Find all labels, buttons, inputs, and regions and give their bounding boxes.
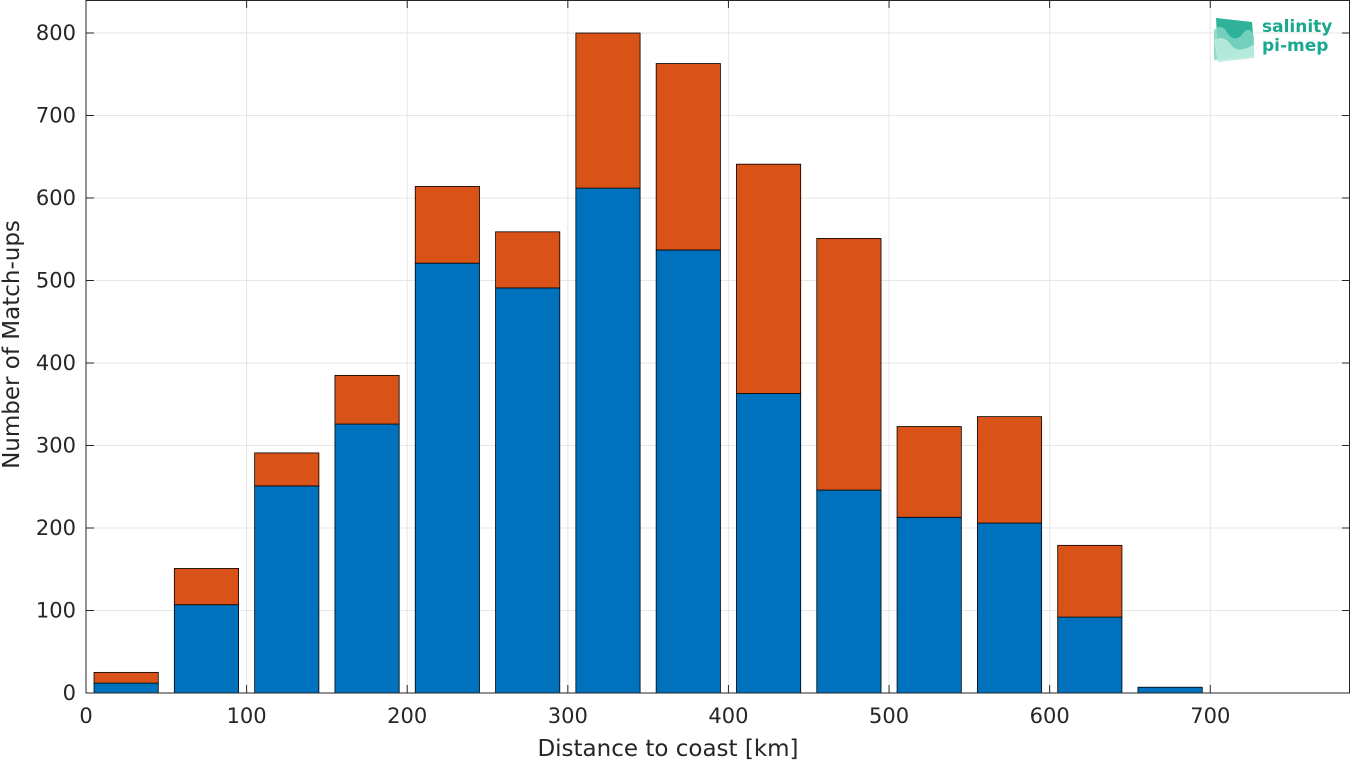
bar-series1: [414, 262, 480, 694]
bar-series2: [896, 426, 962, 518]
bar-series1: [736, 393, 802, 694]
x-tick-label: 400: [708, 704, 748, 728]
y-tick-label: 100: [36, 599, 76, 623]
bar-series1: [495, 287, 561, 694]
bar-series1: [334, 423, 400, 694]
bar-series2: [655, 63, 721, 251]
bar-series1: [655, 249, 721, 694]
logo-line2: pi-mep: [1262, 36, 1328, 56]
bar-series2: [736, 163, 802, 394]
bar-series2: [414, 186, 480, 264]
bar-series2: [495, 231, 561, 289]
x-tick-label: 500: [869, 704, 909, 728]
bar-series2: [334, 374, 400, 425]
y-tick-label: 700: [36, 104, 76, 128]
bar-series1: [93, 682, 159, 694]
salinity-pi-mep-logo: salinity pi-mep: [1214, 17, 1332, 62]
y-tick-label: 800: [36, 21, 76, 45]
ticks: 0 100 200 300 400 500 600 700 0 100 200 300 400 500 60…: [36, 0, 1350, 728]
logo-line1: salinity: [1262, 17, 1332, 37]
y-tick-label: 200: [36, 516, 76, 540]
bar-series1: [816, 489, 882, 694]
bar-series2: [976, 416, 1043, 524]
bar-series1: [1137, 686, 1203, 694]
bar-series2: [93, 671, 159, 684]
bar-series1: [896, 516, 962, 694]
x-tick-label: 600: [1030, 704, 1070, 728]
bar-series1: [254, 485, 320, 694]
y-tick-label: 0: [63, 681, 76, 705]
x-axis-label: Distance to coast [km]: [537, 736, 798, 761]
x-tick-label: 100: [227, 704, 267, 728]
y-tick-label: 300: [36, 434, 76, 458]
bar-series2: [254, 452, 320, 487]
x-tick-label: 200: [387, 704, 427, 728]
bar-series1: [173, 604, 239, 694]
bar-series1: [575, 187, 641, 694]
y-tick-label: 400: [36, 351, 76, 375]
y-tick-label: 600: [36, 186, 76, 210]
bar-series1: [976, 522, 1043, 694]
bar-series1: [1057, 616, 1123, 694]
y-axis-label: Number of Match-ups: [0, 220, 25, 469]
bar-series2: [575, 32, 641, 189]
bar-series2: [173, 568, 239, 606]
bar-series2: [816, 238, 882, 491]
bars: [93, 32, 1203, 694]
y-tick-label: 500: [36, 269, 76, 293]
bar-series2: [1057, 544, 1123, 618]
x-tick-label: 700: [1190, 704, 1230, 728]
logo-wave-icon: [1214, 18, 1254, 62]
x-tick-label: 0: [79, 704, 92, 728]
x-tick-label: 300: [548, 704, 588, 728]
